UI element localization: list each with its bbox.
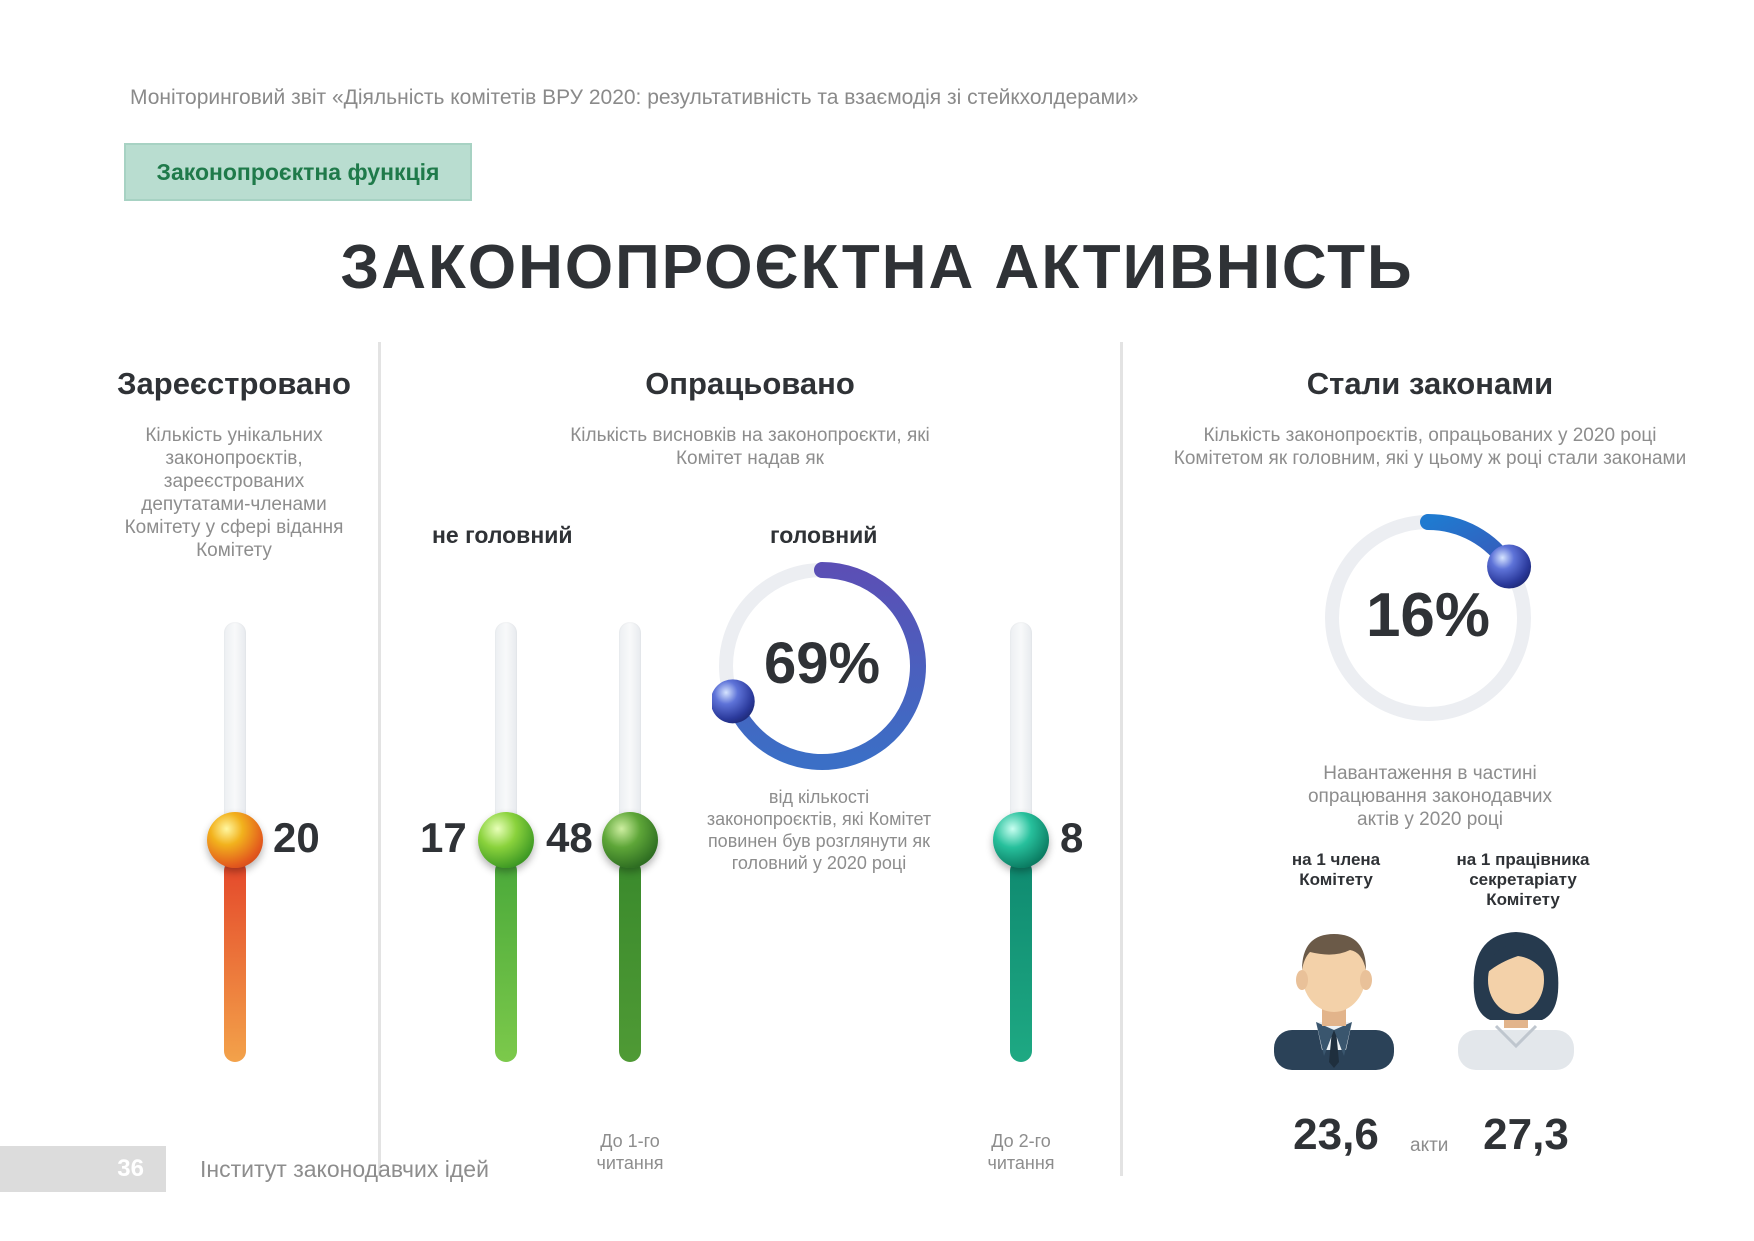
- page-title: ЗАКОНОПРОЄКТНА АКТИВНІСТЬ: [340, 233, 1414, 302]
- per-member-label: на 1 члена Комітету: [1291, 850, 1381, 889]
- committee-member-icon: [1274, 934, 1394, 1070]
- unit-label: акти: [1410, 1135, 1449, 1156]
- workload-label: Навантаження в частині опрацювання закон…: [1307, 763, 1553, 830]
- column-divider: [1120, 342, 1123, 1176]
- main-percent-note: від кількості законопроєктів, які Коміте…: [706, 787, 932, 873]
- not-main-label: не головний: [432, 522, 573, 548]
- per-staff-value: 27,3: [1483, 1110, 1569, 1159]
- laws-percent-value: 16%: [1365, 581, 1491, 650]
- laws-percent-ring: [1325, 514, 1532, 721]
- registered-knob: [207, 812, 263, 868]
- registered-title: Зареєстровано: [117, 366, 351, 401]
- footer-org-name: Інститут законодавчих ідей: [200, 1156, 489, 1182]
- registered-description: Кількість унікальних законопроєктів, зар…: [124, 425, 344, 561]
- laws-title: Стали законами: [1306, 366, 1554, 401]
- section-tag: Законопроєктна функція: [124, 143, 472, 201]
- secretariat-staff-icon: [1458, 932, 1574, 1070]
- first-reading-label: До 1-го читання: [596, 1131, 664, 1173]
- per-staff-label: на 1 працівника секретаріату Комітету: [1456, 850, 1590, 909]
- second-reading-label: До 2-го читання: [987, 1131, 1055, 1173]
- per-member-value: 23,6: [1293, 1110, 1379, 1159]
- second-reading-slider-fill: [1010, 860, 1032, 1062]
- processed-title: Опрацьовано: [645, 366, 855, 401]
- first-reading-knob: [602, 812, 658, 868]
- second-reading-value: 8: [1060, 814, 1084, 861]
- main-label: головний: [770, 522, 878, 548]
- column-divider: [378, 342, 381, 1176]
- laws-ring-knob: [1487, 544, 1532, 589]
- not-main-slider-fill: [495, 860, 517, 1062]
- laws-description: Кількість законопроєктів, опрацьованих у…: [1173, 425, 1687, 469]
- main-ring-arc: [724, 562, 926, 770]
- processed-description: Кількість висновків на законопроєкти, як…: [570, 425, 930, 469]
- first-reading-slider-fill: [619, 860, 641, 1062]
- not-main-value: 17: [420, 814, 467, 861]
- main-ring-knob: [712, 679, 755, 724]
- registered-value: 20: [273, 814, 320, 861]
- main-percent-ring: [712, 562, 926, 770]
- not-main-knob: [478, 812, 534, 868]
- registered-slider-fill: [224, 860, 246, 1062]
- page-number: 36: [0, 1146, 166, 1192]
- first-reading-value: 48: [546, 814, 593, 861]
- report-title: Моніторинговий звіт «Діяльність комітеті…: [130, 86, 1139, 109]
- main-percent-value: 69%: [763, 631, 881, 696]
- second-reading-knob: [993, 812, 1049, 868]
